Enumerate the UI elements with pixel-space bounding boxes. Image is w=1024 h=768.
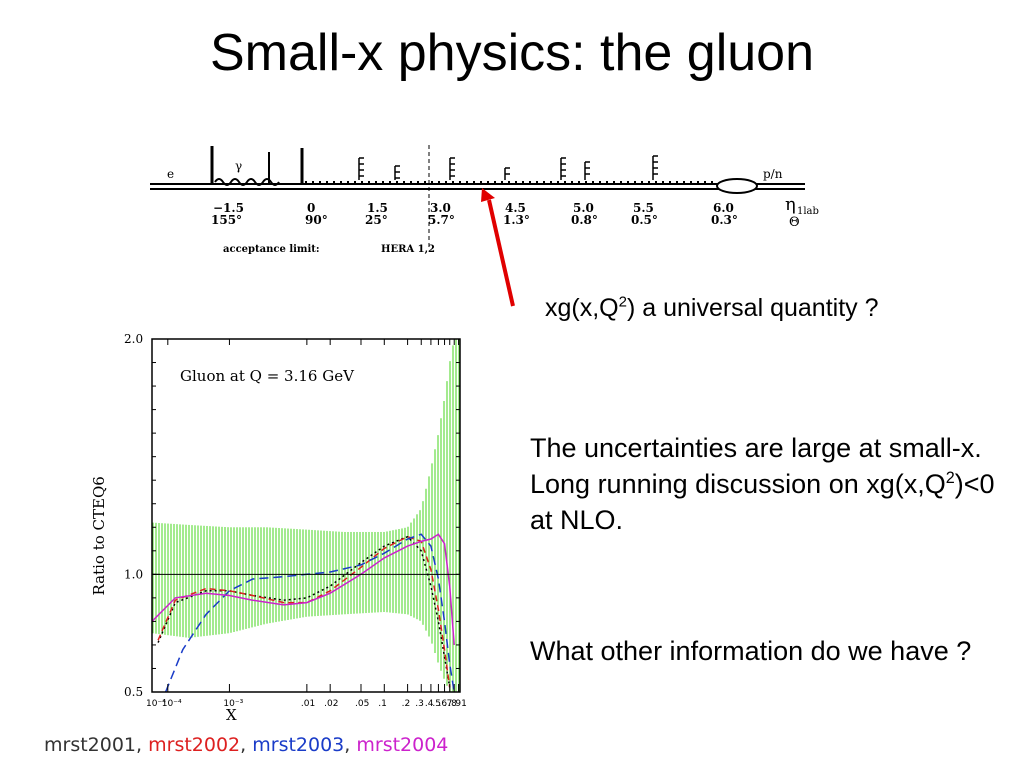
theta-value: 25° xyxy=(365,213,388,227)
theta-value: 0.3° xyxy=(711,213,738,227)
x-tick-label: .05 xyxy=(355,699,369,709)
eta-value: −1.5 xyxy=(213,201,244,215)
x-tick-label: .01 xyxy=(301,699,315,709)
eta-value: 0 xyxy=(307,201,315,215)
gamma-label: γ xyxy=(235,159,242,173)
theta-value: 5.7° xyxy=(428,213,455,227)
eta-value: 4.5 xyxy=(505,201,526,215)
x-tick-label: .02 xyxy=(324,699,338,709)
series-mrst2001 xyxy=(157,535,451,688)
eta-label: η xyxy=(785,194,796,215)
x-tick-label: .2 xyxy=(402,699,411,709)
chart-title: Gluon at Q = 3.16 GeV xyxy=(180,367,355,385)
acceptance-label: acceptance limit: xyxy=(223,244,320,255)
theta-value: 0.8° xyxy=(571,213,598,227)
universal-quantity-question: xg(x,Q2) a universal quantity ? xyxy=(545,293,879,322)
theta-value: 1.3° xyxy=(503,213,530,227)
beam-left-label: e xyxy=(167,167,174,181)
legend-item-mrst2004: mrst2004 xyxy=(356,734,449,756)
eta-value: 5.0 xyxy=(573,201,594,215)
x-tick-label: 10⁻⁴ xyxy=(146,699,166,709)
x-tick-label: .1 xyxy=(378,699,387,709)
x-tick-label: .5 xyxy=(432,699,441,709)
theta-label: Θ xyxy=(789,215,800,230)
plot-frame xyxy=(151,338,461,693)
gluon-ratio-chart: 0.5 1.0 2.0 10⁻⁴10⁻⁴ 10⁻³ .01 .02 .05 .1 .2 .3.4.5… xyxy=(90,332,467,724)
y-axis-label: Ratio to CTEQ6 xyxy=(90,476,108,595)
legend-separator: , xyxy=(136,734,149,756)
eta-value: 6.0 xyxy=(713,201,734,215)
x-tick-label: .4 xyxy=(425,699,434,709)
proton-ellipse xyxy=(716,178,758,194)
hadron-ladders xyxy=(358,155,658,180)
y-tick-label: 2.0 xyxy=(124,332,143,346)
slide-title: Small-x physics: the gluon xyxy=(209,24,815,82)
y-tick-label: 1.0 xyxy=(124,567,143,581)
beam-right-label: p/n xyxy=(763,167,783,181)
legend-separator: , xyxy=(240,734,253,756)
acceptance-value: HERA 1,2 xyxy=(381,244,435,255)
other-information-question: What other information do we have ? xyxy=(530,636,972,666)
legend: mrst2001, mrst2002, mrst2003, mrst2004 xyxy=(44,733,448,757)
series-mrst2003 xyxy=(164,533,455,693)
x-axis-label: X xyxy=(226,706,237,724)
eta-value: 1.5 xyxy=(367,201,388,215)
x-tick-label: 10⁻⁴ xyxy=(162,699,182,709)
y-tick-label: 0.5 xyxy=(124,685,143,699)
x-tick-label: .8 xyxy=(448,699,457,709)
x-tick-label: .3 xyxy=(415,699,424,709)
eta-value: 3.0 xyxy=(430,201,451,215)
legend-item-mrst2003: mrst2003 xyxy=(252,734,345,756)
eta-value: 5.5 xyxy=(633,201,654,215)
x-tick-label: .91 xyxy=(453,699,467,709)
x-tick-label: .6 xyxy=(439,699,448,709)
eta-subscript: 1lab xyxy=(797,206,819,217)
theta-value: 90° xyxy=(305,213,328,227)
x-tick-label: .7 xyxy=(444,699,453,709)
legend-item-mrst2001: mrst2001 xyxy=(44,734,137,756)
detector-diagram: e γ p/n −1.5 0 1.5 3.0 4.5 5.0 5.5 6.0 155° 90° 2… xyxy=(150,145,819,255)
legend-separator: , xyxy=(344,734,357,756)
pointer-arrow xyxy=(481,188,515,307)
legend-item-mrst2002: mrst2002 xyxy=(148,734,241,756)
theta-value: 0.5° xyxy=(631,213,658,227)
theta-value: 155° xyxy=(211,213,242,227)
uncertainty-paragraph: The uncertainties are large at small-x. … xyxy=(530,433,995,535)
series-mrst2002 xyxy=(157,535,451,688)
x-tick-label: 10⁻³ xyxy=(223,699,243,709)
uncertainty-band xyxy=(152,339,460,692)
